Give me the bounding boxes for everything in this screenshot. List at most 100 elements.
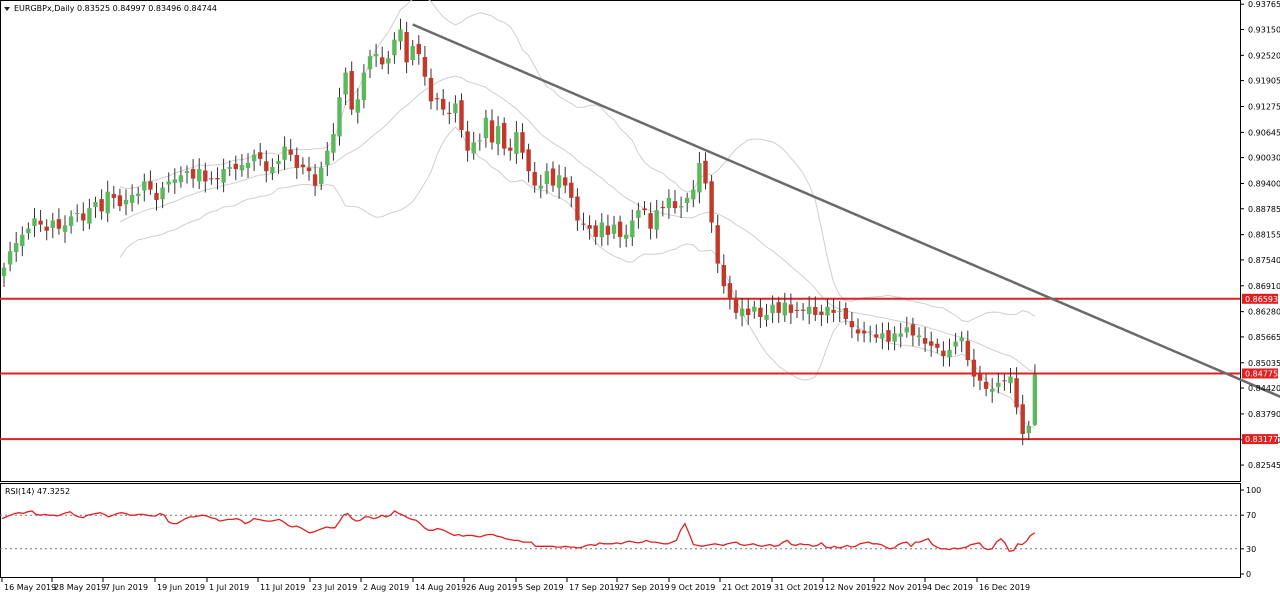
candle-body (178, 175, 184, 183)
candle-body (20, 234, 25, 247)
candle-body (776, 302, 781, 313)
price-tick-label: 0.91275 (1248, 102, 1280, 111)
candle-body (62, 225, 68, 232)
candle-body (538, 185, 543, 189)
candle-body (422, 56, 428, 77)
rsi-tick-label: 0 (1246, 570, 1251, 579)
band-upper (119, 0, 1036, 323)
candle-body (764, 314, 769, 320)
candle-body (99, 199, 104, 212)
candle-body (843, 308, 848, 320)
candle-body (953, 341, 958, 347)
price-tick-label: 0.82545 (1248, 461, 1280, 470)
candle-body (245, 162, 251, 168)
candle-body (544, 171, 550, 184)
rsi-tick-label: 70 (1246, 511, 1256, 520)
candle-body (349, 71, 354, 110)
candle-body (727, 283, 733, 299)
ohlc-values: 0.83525 0.84997 0.83496 0.84744 (77, 4, 217, 13)
candle-body (465, 131, 470, 151)
candle-body (447, 112, 452, 114)
candle-body (380, 57, 385, 65)
trendline-segment (412, 23, 1280, 398)
candle-body (874, 334, 879, 338)
candle-body (355, 99, 360, 113)
rsi-indicator: 100 70 30 0 (0, 486, 1261, 579)
candle-body (190, 169, 196, 179)
candle-body (569, 182, 574, 198)
candle-body (770, 304, 775, 314)
level-tag-label: 0.84775 (1245, 369, 1278, 378)
candle-body (386, 58, 391, 64)
candle-body (868, 331, 873, 333)
candle-body (752, 306, 757, 312)
price-tick-label: 0.83790 (1248, 410, 1280, 419)
candle-body (300, 164, 306, 168)
rsi-line (1, 510, 1036, 553)
candle-body (495, 125, 501, 145)
candle-body (977, 373, 983, 381)
price-tick-label: 0.93150 (1248, 25, 1280, 34)
candle-body (117, 195, 123, 207)
candle-body (660, 206, 665, 209)
rsi-tick-label: 100 (1246, 486, 1261, 495)
date-tick-label: 22 Nov 2019 (876, 583, 927, 592)
candle-body (904, 327, 909, 333)
candle-body (965, 340, 970, 361)
candle-body (825, 306, 830, 316)
candle-body (624, 234, 629, 239)
candle-body (434, 98, 440, 100)
candle-body (996, 382, 1001, 387)
candle-body (197, 169, 202, 182)
candle-body (526, 149, 531, 172)
candle-body (502, 122, 507, 149)
candle-body (678, 206, 684, 208)
candle-body (227, 167, 232, 169)
level-tag (1242, 434, 1278, 445)
triangle-down-icon[interactable] (4, 7, 10, 11)
candle-body (148, 181, 153, 190)
date-tick-label: 1 Jul 2019 (209, 583, 249, 592)
candle-body (26, 228, 31, 234)
candle-body (306, 167, 312, 172)
candle-body (471, 142, 476, 154)
candle-body (166, 181, 171, 185)
candle-body (861, 330, 867, 334)
candle-body (563, 177, 568, 186)
candle-body (733, 297, 739, 313)
candle-body (111, 194, 116, 198)
candle-body (38, 220, 43, 225)
candle-body (611, 224, 617, 234)
level-tag-label: 0.83177 (1245, 435, 1278, 444)
date-tick-label: 28 May 2019 (54, 583, 106, 592)
candle-body (428, 77, 434, 102)
candle-body (941, 350, 946, 357)
candle-body (782, 302, 787, 316)
candle-body (404, 32, 409, 63)
candle-body (184, 171, 190, 174)
candle-body (44, 226, 49, 231)
candle-body (136, 193, 141, 196)
candle-body (709, 181, 714, 223)
candle-body (459, 100, 464, 131)
candle-body (691, 189, 696, 200)
horizontal-levels (0, 297, 1240, 441)
date-tick-label: 16 Dec 2019 (979, 583, 1030, 592)
candle-body (264, 161, 269, 172)
candle-body (87, 208, 92, 224)
date-tick-label: 12 Nov 2019 (825, 583, 876, 592)
candle-body (233, 163, 238, 170)
candle-body (990, 388, 995, 392)
candle-body (983, 381, 989, 389)
candle-body (758, 307, 763, 317)
candle-body (849, 321, 855, 328)
candle-body (831, 309, 836, 313)
candle-body (288, 149, 293, 155)
candle-body (251, 154, 257, 162)
candle-body (1032, 374, 1038, 425)
date-tick-label: 9 Oct 2019 (671, 583, 715, 592)
candle-body (855, 329, 861, 334)
price-pane (0, 0, 1241, 482)
